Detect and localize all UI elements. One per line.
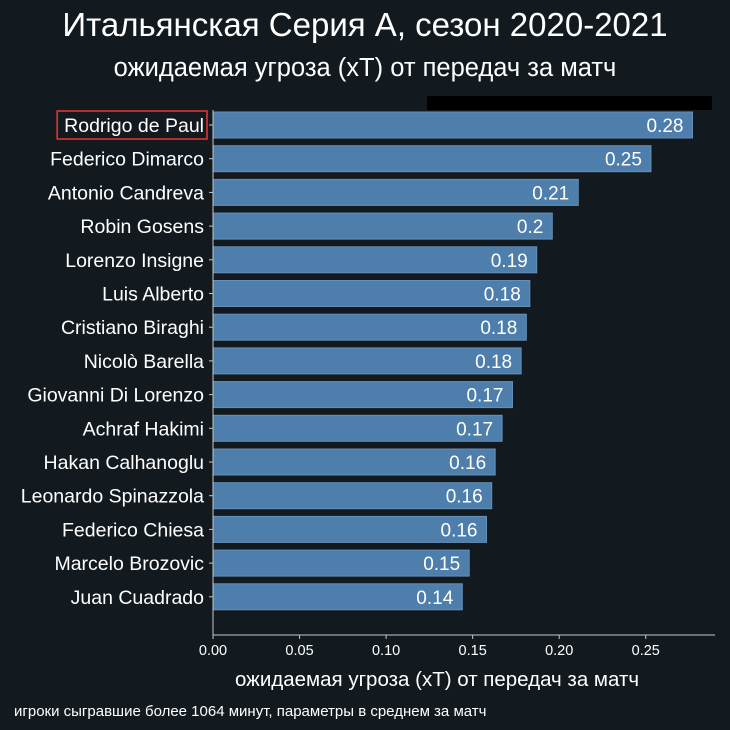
- y-tick-label-antonio-candreva: Antonio Candreva: [48, 182, 204, 204]
- y-tick-label-nicolo-barella: Nicolò Barella: [84, 351, 204, 373]
- chart-title: Итальянская Серия А, сезон 2020-2021: [62, 6, 667, 43]
- bar-value-label-lorenzo-insigne: 0.19: [491, 251, 528, 272]
- bar-value-label-federico-dimarco: 0.25: [605, 150, 642, 171]
- bar-value-label-hakan-calhanoglu: 0.16: [449, 453, 486, 474]
- bar-value-label-achraf-hakimi: 0.17: [456, 419, 493, 440]
- y-tick-label-marcelo-brozovic: Marcelo Brozovic: [54, 553, 204, 575]
- bar-value-labels: 0.280.25 0.21 0.2 0.19 0.18 0.18 0.18 0.17 0.17 0…: [416, 116, 683, 609]
- y-tick-label-giovanni-di-lorenzo: Giovanni Di Lorenzo: [27, 385, 204, 407]
- bars: [212, 111, 693, 611]
- bar-value-label-nicolo-barella: 0.18: [475, 352, 512, 373]
- bar-value-label-leonardo-spinazzola: 0.16: [446, 487, 483, 508]
- y-tick-label-robin-gosens: Robin Gosens: [80, 216, 204, 238]
- bar-leonardo-spinazzola: [212, 482, 493, 510]
- x-tick-label-0-15: 0.15: [459, 643, 487, 659]
- y-tick-label-luis-alberto: Luis Alberto: [102, 284, 204, 306]
- y-tick-label-lorenzo-insigne: Lorenzo Insigne: [65, 250, 204, 272]
- y-tick-label-federico-dimarco: Federico Dimarco: [50, 149, 204, 171]
- bar-lorenzo-insigne: [212, 246, 538, 274]
- y-tick-label-hakan-calhanoglu: Hakan Calhanoglu: [44, 452, 204, 474]
- y-axis-ticks: [209, 124, 213, 598]
- x-tick-label-0-25: 0.25: [632, 643, 660, 659]
- bar-antonio-candreva: [212, 178, 579, 206]
- redaction-block: [427, 96, 712, 110]
- bar-marcelo-brozovic: [212, 549, 470, 577]
- x-tick-label-0-00: 0.00: [199, 643, 227, 659]
- bar-value-label-federico-chiesa: 0.16: [441, 520, 478, 541]
- bar-value-label-juan-cuadrado: 0.14: [416, 588, 453, 609]
- y-tick-label-leonardo-spinazzola: Leonardo Spinazzola: [21, 486, 204, 508]
- bar-value-label-robin-gosens: 0.2: [517, 217, 543, 238]
- x-tick-label-0-10: 0.10: [372, 643, 400, 659]
- bar-federico-dimarco: [212, 145, 652, 173]
- x-tick-label-0-20: 0.20: [545, 643, 573, 659]
- bar-luis-alberto: [212, 280, 531, 307]
- y-tick-label-rodrigo-de-paul: Rodrigo de Paul: [64, 115, 204, 137]
- bar-juan-cuadrado: [212, 583, 463, 611]
- x-axis-label: ожидаемая угроза (xT) от передач за матч: [235, 668, 639, 691]
- y-tick-label-achraf-hakimi: Achraf Hakimi: [83, 418, 204, 440]
- bar-rodrigo-de-paul: [212, 111, 693, 139]
- footnote: игроки сыгравшие более 1064 минут, парам…: [14, 703, 486, 720]
- y-tick-label-juan-cuadrado: Juan Cuadrado: [71, 587, 205, 609]
- bar-value-label-giovanni-di-lorenzo: 0.17: [466, 386, 503, 407]
- bar-value-label-antonio-candreva: 0.21: [532, 183, 569, 204]
- x-axis-ticks: 0.00 0.05 0.10 0.15 0.20 0.25: [199, 635, 660, 659]
- bar-cristiano-biraghi: [212, 313, 527, 341]
- bar-robin-gosens: [212, 212, 553, 240]
- bar-value-label-rodrigo-de-paul: 0.28: [647, 116, 684, 137]
- bar-value-label-marcelo-brozovic: 0.15: [423, 554, 460, 575]
- y-tick-label-cristiano-biraghi: Cristiano Biraghi: [61, 317, 204, 339]
- chart-subtitle: ожидаемая угроза (xT) от передач за матч: [114, 54, 617, 82]
- y-tick-label-federico-chiesa: Federico Chiesa: [62, 519, 204, 541]
- bar-value-label-cristiano-biraghi: 0.18: [480, 318, 517, 339]
- bar-value-label-luis-alberto: 0.18: [484, 285, 521, 306]
- highlight-box: [56, 110, 208, 140]
- y-axis-tick-labels: Rodrigo de Paul Federico Dimarco Antonio C…: [21, 115, 204, 609]
- x-tick-label-0-05: 0.05: [285, 643, 313, 659]
